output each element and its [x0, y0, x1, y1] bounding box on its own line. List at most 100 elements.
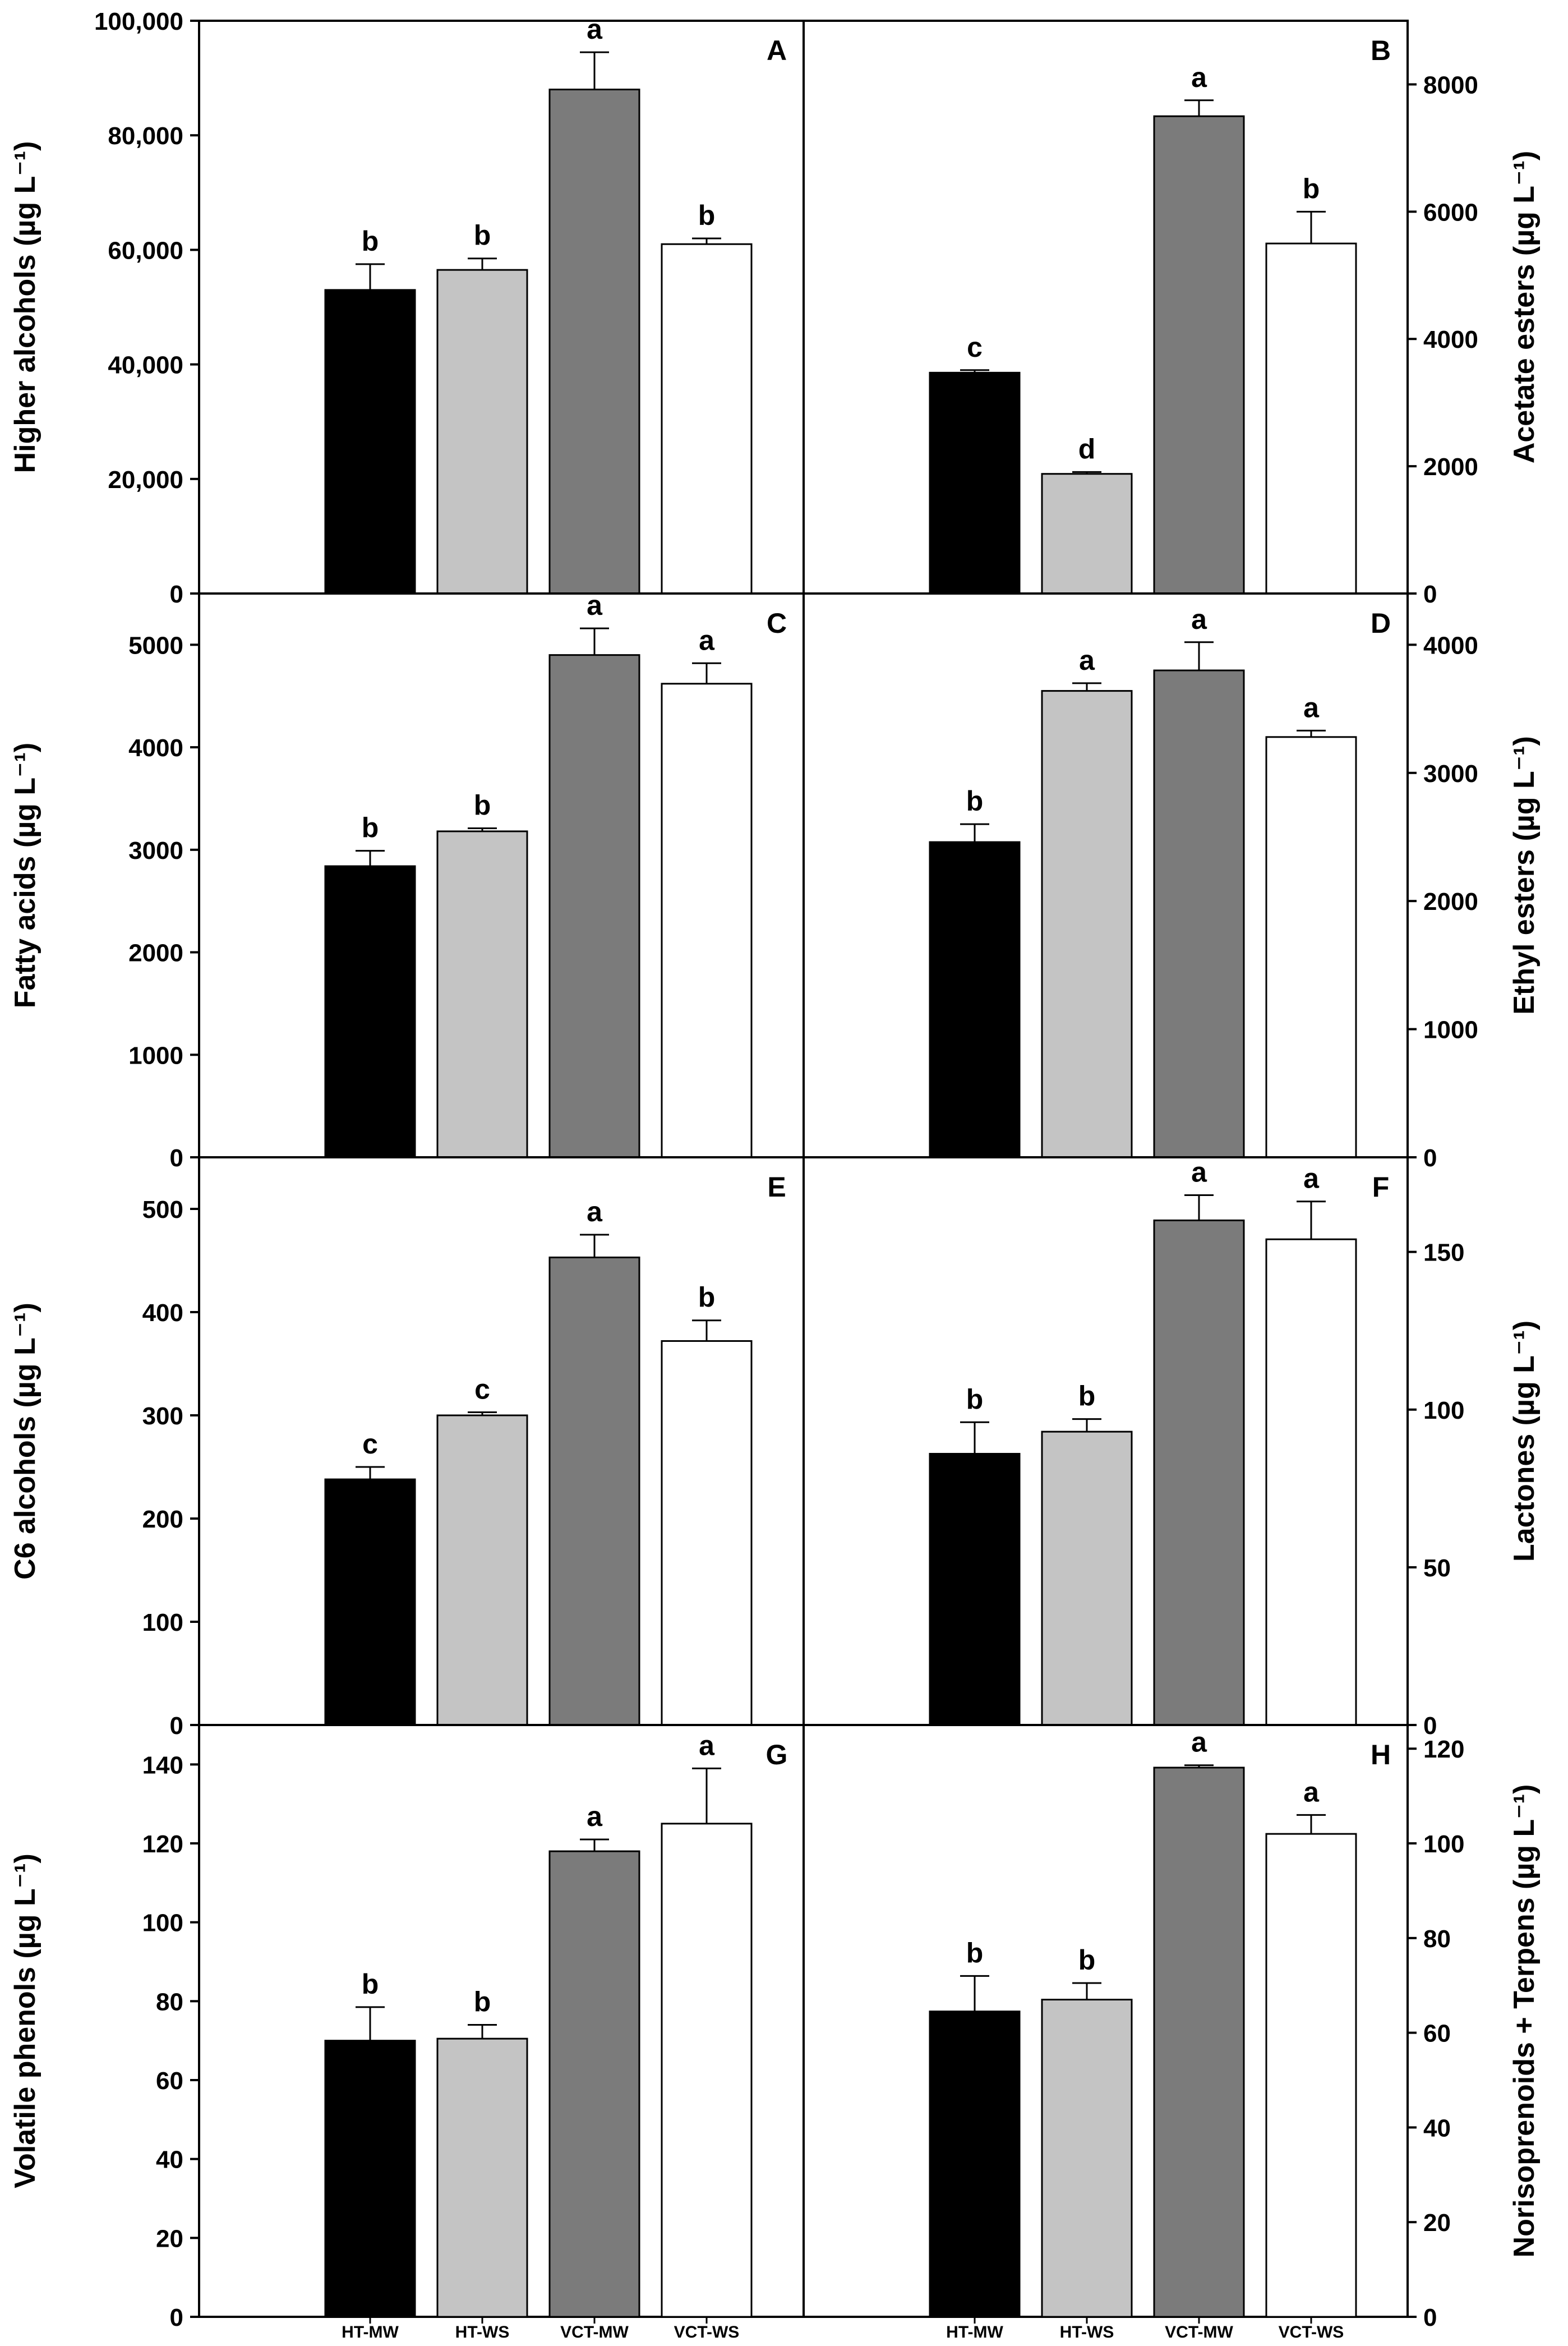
bar-vct-ws — [661, 683, 753, 1158]
y-tick-label: 3000 — [128, 837, 183, 864]
bar-vct-ws — [1265, 736, 1357, 1158]
y-tick-label: 2000 — [128, 940, 183, 967]
bar-vct-mw — [1153, 115, 1245, 595]
significance-label: b — [698, 1282, 716, 1313]
panel-letter: E — [767, 1171, 786, 1203]
x-tick-label: HT-MW — [342, 2323, 399, 2342]
y-tick-label: 300 — [142, 1402, 183, 1430]
y-tick-label: 60 — [156, 2067, 183, 2095]
bar-ht-mw — [929, 2011, 1021, 2318]
y-tick-label: 0 — [170, 581, 183, 608]
y-tick-label: 4000 — [1423, 326, 1478, 353]
y-tick-label: 40 — [156, 2146, 183, 2174]
bar-vct-mw — [548, 1256, 640, 1726]
y-tick-label: 100,000 — [94, 8, 183, 35]
y-tick-label: 80 — [1423, 1925, 1451, 1953]
y-axis-label: Norisoprenoids + Terpens (µg L⁻¹) — [1508, 1784, 1541, 2258]
significance-label: b — [698, 200, 716, 231]
y-tick-label: 200 — [142, 1506, 183, 1533]
significance-label: a — [1079, 645, 1095, 676]
y-tick-label: 1000 — [1423, 1016, 1478, 1044]
bar-vct-ws — [1265, 242, 1357, 595]
y-tick-label: 100 — [142, 1609, 183, 1636]
panel-g: 0 20 40 60 80 100 120 140 Volatile phenols (µg L… — [9, 1724, 805, 2331]
y-tick-label: 150 — [1423, 1239, 1464, 1267]
y-tick-label: 0 — [1423, 581, 1437, 608]
significance-label: c — [362, 1428, 378, 1460]
significance-label: b — [966, 1937, 984, 1968]
panel-letter: F — [1372, 1171, 1390, 1203]
panel-letter: H — [1371, 1739, 1391, 1770]
y-tick-label: 1000 — [128, 1042, 183, 1069]
bar-ht-mw — [929, 371, 1021, 595]
significance-label: b — [1078, 1381, 1096, 1412]
bar-ht-ws — [1041, 473, 1133, 595]
y-tick-label: 500 — [142, 1196, 183, 1223]
x-tick-label: VCT-MW — [1165, 2323, 1233, 2342]
bar-vct-ws — [1265, 1833, 1357, 2318]
bar-ht-ws — [436, 1414, 528, 1726]
significance-label: a — [699, 1729, 715, 1761]
y-tick-label: 400 — [142, 1299, 183, 1327]
panels-layer: 0 20,000 40,000 60,000 80,000 100,000 Higher a… — [9, 8, 1541, 2342]
bar-ht-mw — [929, 841, 1021, 1158]
x-axis-labels: HT-MW HT-WS VCT-MW VCT-WS HT-MW HT-WS VCT-MW VC… — [342, 2317, 1344, 2342]
y-tick-label: 8000 — [1423, 71, 1478, 99]
significance-label: a — [587, 1801, 603, 1832]
significance-label: b — [966, 1383, 984, 1415]
panel-c: 0 1000 2000 3000 4000 5000 Fatty acids (µg L⁻¹… — [9, 590, 805, 1172]
y-tick-label: 60,000 — [108, 237, 183, 264]
panel-a: 0 20,000 40,000 60,000 80,000 100,000 Higher a… — [9, 8, 805, 608]
y-tick-label: 0 — [1423, 1144, 1437, 1172]
y-tick-label: 0 — [170, 2304, 183, 2331]
bar-ht-mw — [929, 1452, 1021, 1726]
y-tick-label: 5000 — [128, 632, 183, 659]
x-tick-label: HT-WS — [1060, 2323, 1114, 2342]
y-tick-label: 120 — [142, 1830, 183, 1858]
y-tick-label: 40 — [1423, 2114, 1451, 2142]
bar-vct-ws — [661, 243, 753, 595]
y-axis-label: Volatile phenols (µg L⁻¹) — [9, 1853, 41, 2188]
bar-ht-ws — [1041, 1430, 1133, 1726]
y-tick-label: 6000 — [1423, 199, 1478, 226]
panel-e: 0 100 200 300 400 500 C6 alcohols (µg L⁻¹) Ec c a… — [9, 1156, 805, 1740]
y-tick-label: 140 — [142, 1751, 183, 1779]
y-tick-label: 2000 — [1423, 453, 1478, 481]
y-tick-label: 0 — [1423, 1712, 1437, 1740]
bar-vct-mw — [548, 1850, 640, 2318]
significance-label: d — [1078, 433, 1096, 464]
significance-label: a — [1191, 1156, 1207, 1188]
y-tick-label: 20,000 — [108, 466, 183, 494]
y-tick-label: 3000 — [1423, 760, 1478, 788]
panel-letter: D — [1371, 608, 1391, 639]
significance-label: a — [1303, 692, 1320, 723]
bar-vct-mw — [548, 89, 640, 595]
significance-label: a — [1191, 1727, 1207, 1758]
significance-label: b — [362, 1968, 379, 2000]
y-axis-label: Higher alcohols (µg L⁻¹) — [9, 141, 41, 473]
significance-label: a — [699, 624, 715, 656]
significance-label: b — [1303, 173, 1320, 204]
y-tick-label: 2000 — [1423, 888, 1478, 916]
bar-vct-ws — [661, 1340, 753, 1726]
significance-label: a — [587, 590, 603, 621]
y-tick-label: 0 — [170, 1712, 183, 1740]
y-tick-label: 80 — [156, 1988, 183, 2016]
panel-letter: B — [1371, 35, 1391, 66]
bar-vct-mw — [1153, 669, 1245, 1158]
y-tick-label: 20 — [156, 2225, 183, 2252]
panel-letter: C — [767, 608, 787, 639]
panel-f: 0 50 100 150 Lactones (µg L⁻¹) Fb b a a — [803, 1156, 1541, 1740]
x-tick-label: VCT-MW — [560, 2323, 629, 2342]
y-tick-label: 100 — [142, 1910, 183, 1937]
significance-label: b — [362, 812, 379, 844]
y-tick-label: 100 — [1423, 1397, 1464, 1424]
significance-label: c — [967, 332, 983, 363]
y-axis-label: Fatty acids (µg L⁻¹) — [9, 743, 41, 1008]
x-tick-label: HT-MW — [946, 2323, 1003, 2342]
y-tick-label: 0 — [170, 1144, 183, 1172]
bar-ht-mw — [324, 865, 416, 1158]
bar-ht-ws — [436, 269, 528, 595]
significance-label: b — [474, 220, 491, 251]
